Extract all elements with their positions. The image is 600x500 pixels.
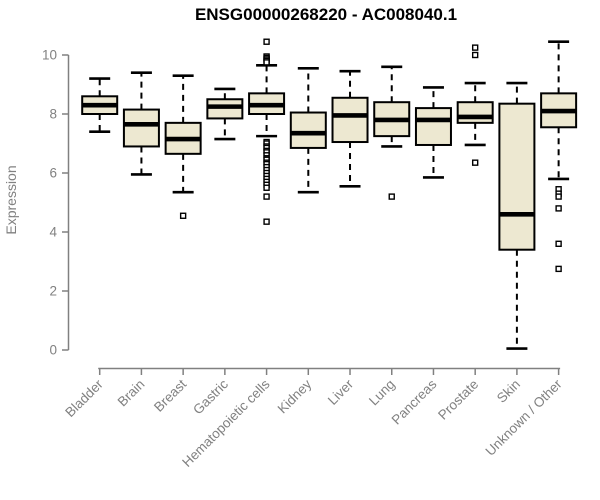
iqr-box xyxy=(456,101,494,124)
outlier-point xyxy=(179,212,187,219)
boxplot-hematopoietic-cells xyxy=(248,38,286,225)
x-tick-label: Unknown / Other xyxy=(483,376,566,459)
boxplot-lung xyxy=(373,65,411,200)
boxplot-gastric xyxy=(206,87,244,141)
x-tick-label: Skin xyxy=(494,377,523,406)
outlier-point xyxy=(263,193,270,200)
outlier-point xyxy=(555,205,562,212)
outlier-point xyxy=(471,159,479,166)
boxplot-pancreas xyxy=(414,86,452,179)
boxplot-bladder xyxy=(81,77,119,133)
boxplot-kidney xyxy=(289,66,327,194)
boxplot-prostate xyxy=(456,44,494,166)
outlier-point xyxy=(388,193,395,200)
iqr-box xyxy=(122,108,160,148)
y-axis-label: Expression xyxy=(3,165,19,234)
outlier-point xyxy=(263,218,270,225)
y-tick-label: 8 xyxy=(49,107,57,122)
x-tick-label: Pancreas xyxy=(389,376,440,427)
x-tick-label: Breast xyxy=(151,376,189,414)
outlier-point xyxy=(555,265,562,273)
y-tick-label: 10 xyxy=(42,48,57,63)
iqr-box xyxy=(414,107,452,146)
outlier-point xyxy=(263,38,270,45)
boxplot-unknown-other xyxy=(540,40,578,273)
boxplot-liver xyxy=(331,69,369,188)
outlier-point xyxy=(471,51,479,59)
x-tick-label: Bladder xyxy=(62,376,106,420)
iqr-box xyxy=(498,102,536,251)
boxplot-skin xyxy=(498,81,536,350)
outlier-point xyxy=(471,44,479,51)
y-tick-label: 0 xyxy=(49,343,57,358)
x-tick-label: Liver xyxy=(325,376,357,408)
y-tick-label: 6 xyxy=(49,166,57,181)
boxplot-series xyxy=(81,38,578,350)
outlier-point xyxy=(263,59,270,66)
boxplot-breast xyxy=(164,74,202,219)
x-tick-label: Lung xyxy=(366,377,398,409)
chart-title: ENSG00000268220 - AC008040.1 xyxy=(195,5,457,24)
iqr-box xyxy=(289,111,327,149)
boxplot-brain xyxy=(122,71,160,176)
x-tick-label: Kidney xyxy=(275,376,315,416)
outlier-point xyxy=(555,240,562,248)
outlier-point xyxy=(555,193,562,200)
x-tick-label: Gastric xyxy=(190,376,231,417)
x-tick-label: Prostate xyxy=(435,377,481,423)
iqr-box xyxy=(331,96,369,144)
x-tick-label: Brain xyxy=(115,377,148,410)
outlier-point xyxy=(263,184,270,191)
y-tick-label: 2 xyxy=(49,284,57,299)
y-tick-label: 4 xyxy=(49,225,57,240)
